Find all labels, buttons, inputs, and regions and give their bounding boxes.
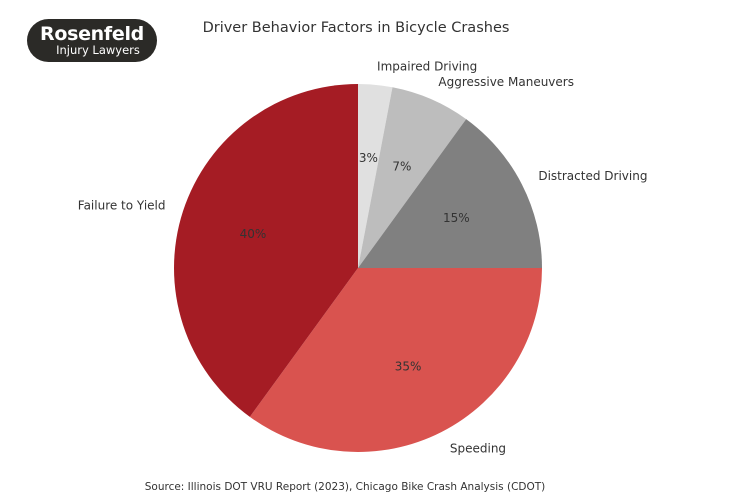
slice-percent-label: 7% bbox=[392, 160, 411, 174]
logo-tagline: Injury Lawyers bbox=[56, 43, 140, 57]
slice-percent-label: 15% bbox=[443, 211, 470, 225]
logo-name: Rosenfeld bbox=[40, 23, 144, 45]
slice-percent-label: 40% bbox=[240, 227, 267, 241]
pie-slice-speeding bbox=[249, 268, 542, 452]
pie-slice-distracted-driving bbox=[358, 119, 542, 269]
pie-slice-impaired-driving bbox=[358, 84, 393, 268]
slice-label: Aggressive Maneuvers bbox=[438, 75, 574, 89]
slice-label: Speeding bbox=[450, 441, 506, 455]
pie-slice-aggressive-maneuvers bbox=[358, 87, 467, 268]
chart-title: Driver Behavior Factors in Bicycle Crash… bbox=[203, 20, 510, 36]
rosenfeld-logo: Rosenfeld Injury Lawyers bbox=[27, 19, 157, 62]
slice-percent-label: 35% bbox=[395, 359, 422, 373]
slice-label: Distracted Driving bbox=[538, 169, 647, 183]
slice-label: Failure to Yield bbox=[78, 198, 166, 212]
slice-percent-label: 3% bbox=[359, 151, 378, 165]
pie-slice-failure-to-yield bbox=[174, 84, 358, 417]
slice-label: Impaired Driving bbox=[377, 59, 477, 73]
chart-source: Source: Illinois DOT VRU Report (2023), … bbox=[145, 481, 546, 493]
